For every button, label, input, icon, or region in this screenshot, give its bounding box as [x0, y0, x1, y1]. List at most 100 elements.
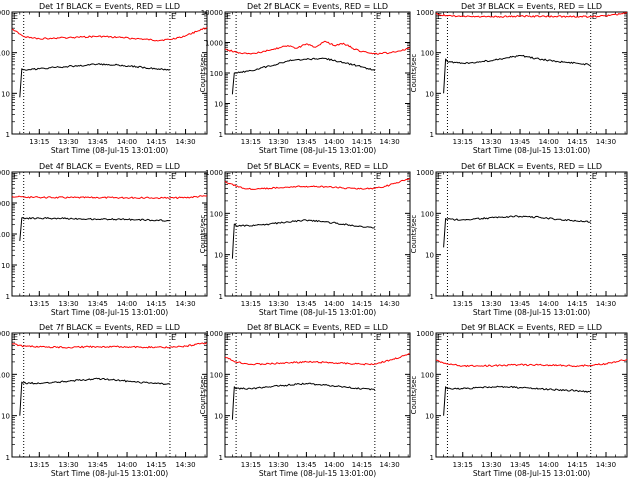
- corner-mark: E: [376, 333, 381, 342]
- x-tick-label: 14:00: [539, 138, 559, 146]
- x-tick-label: 13:15: [29, 138, 49, 146]
- chart-panel: Det 3f BLACK = Events, RED = LLD 1 10 100 10…: [410, 2, 628, 155]
- y-tick-label: 10: [214, 252, 223, 260]
- x-tick-label: 14:30: [380, 138, 400, 146]
- y-tick-label: 100: [210, 70, 223, 78]
- y-axis-label: Counts/sec: [410, 54, 418, 93]
- chart-panel: Det 2f BLACK = Events, RED = LLD 1 10 100 10…: [199, 2, 411, 155]
- x-tick-label: 14:30: [175, 138, 195, 146]
- x-tick-label: 13:30: [481, 461, 501, 469]
- x-tick-label: 14:15: [352, 300, 372, 308]
- y-tick-label: 1: [430, 454, 434, 462]
- plot-frame: [224, 171, 411, 297]
- y-tick-label: 1000: [416, 169, 434, 177]
- chart-panel: Det 1f BLACK = Events, RED = LLD 1 10 100 10…: [0, 2, 208, 155]
- x-tick-label: 14:30: [596, 461, 616, 469]
- x-axis-label: Start Time (08-Jul-15 13:01:00): [473, 469, 590, 478]
- x-tick-label: 13:30: [481, 138, 501, 146]
- x-tick-label: 13:30: [58, 138, 78, 146]
- x-tick-label: 14:15: [146, 138, 166, 146]
- x-axis-label: Start Time (08-Jul-15 13:01:00): [259, 146, 376, 155]
- y-tick-label: 100: [421, 371, 434, 379]
- x-tick-label: 14:30: [175, 461, 195, 469]
- y-tick-label: 100: [210, 210, 223, 218]
- x-tick-label: 14:30: [380, 300, 400, 308]
- plot-frame: [11, 332, 208, 458]
- y-tick-label: 1: [430, 293, 434, 301]
- corner-mark: E: [376, 172, 381, 181]
- x-tick-label: 13:45: [296, 300, 316, 308]
- series-line-lld: [224, 40, 411, 55]
- series-line-lld: [224, 353, 411, 366]
- plot-frame: [224, 332, 411, 458]
- x-axis-label: Start Time (08-Jul-15 13:01:00): [473, 308, 590, 317]
- chart-title: Det 4f BLACK = Events, RED = LLD: [39, 162, 180, 171]
- y-tick-label: 10000: [0, 169, 10, 177]
- y-axis-label: Counts/sec: [199, 376, 207, 415]
- y-tick-label: 10: [1, 262, 10, 270]
- y-tick-label: 10: [425, 413, 434, 421]
- corner-mark: E: [226, 333, 231, 342]
- chart-panel: Det 4f BLACK = Events, RED = LLD 1 10 100 10…: [0, 162, 208, 317]
- x-tick-label: 13:15: [241, 300, 261, 308]
- y-tick-label: 100: [0, 231, 10, 239]
- plot-frame: [435, 332, 628, 458]
- x-axis-label: Start Time (08-Jul-15 13:01:00): [259, 469, 376, 478]
- y-tick-label: 1: [6, 293, 10, 301]
- x-tick-label: 13:45: [88, 138, 108, 146]
- series-line-events: [231, 57, 376, 95]
- chart-title: Det 1f BLACK = Events, RED = LLD: [39, 2, 180, 11]
- series-line-events: [19, 63, 171, 98]
- y-tick-label: 10000: [201, 9, 223, 17]
- y-tick-label: 1: [6, 454, 10, 462]
- y-tick-label: 100: [210, 371, 223, 379]
- x-tick-label: 13:45: [296, 461, 316, 469]
- series-line-events: [231, 219, 375, 259]
- x-tick-label: 13:30: [481, 300, 501, 308]
- corner-mark: E: [376, 12, 381, 21]
- series-line-events: [443, 215, 591, 248]
- chart-title: Det 8f BLACK = Events, RED = LLD: [247, 323, 388, 332]
- plot-frame: [224, 11, 411, 135]
- series-line-lld: [224, 177, 411, 190]
- corner-mark: E: [592, 12, 597, 21]
- x-tick-label: 13:45: [510, 461, 530, 469]
- y-tick-label: 1000: [0, 9, 10, 17]
- x-axis-label: Start Time (08-Jul-15 13:01:00): [51, 308, 168, 317]
- chart-title: Det 5f BLACK = Events, RED = LLD: [247, 162, 388, 171]
- chart-title: Det 9f BLACK = Events, RED = LLD: [461, 323, 602, 332]
- chart-panel: Det 9f BLACK = Events, RED = LLD 1 10 100 10…: [410, 323, 628, 478]
- chart-panel: Det 7f BLACK = Events, RED = LLD 1 10 100 10…: [0, 323, 208, 478]
- x-axis-label: Start Time (08-Jul-15 13:01:00): [473, 146, 590, 155]
- chart-panel: Det 6f BLACK = Events, RED = LLD 1 10 100 10…: [410, 162, 628, 317]
- corner-mark: E: [226, 12, 231, 21]
- series-line-lld: [436, 358, 628, 368]
- y-axis-label: Counts/sec: [199, 54, 207, 93]
- corner-mark: E: [13, 333, 18, 342]
- corner-mark: E: [226, 172, 231, 181]
- x-tick-label: 13:30: [269, 461, 289, 469]
- series-line-lld: [11, 26, 208, 42]
- x-tick-label: 14:00: [117, 300, 137, 308]
- y-tick-label: 1000: [205, 40, 223, 48]
- series-line-lld: [11, 342, 208, 349]
- y-axis-label: Counts/sec: [410, 376, 418, 415]
- y-tick-label: 1000: [0, 200, 10, 208]
- x-tick-label: 14:30: [596, 300, 616, 308]
- x-axis-label: Start Time (08-Jul-15 13:01:00): [51, 146, 168, 155]
- chart-panel: Det 5f BLACK = Events, RED = LLD 1 10 100 10…: [199, 162, 411, 317]
- x-tick-label: 13:15: [241, 138, 261, 146]
- x-tick-label: 13:15: [241, 461, 261, 469]
- x-tick-label: 14:30: [175, 300, 195, 308]
- y-tick-label: 100: [0, 50, 10, 58]
- x-tick-label: 13:45: [88, 300, 108, 308]
- x-tick-label: 14:30: [596, 138, 616, 146]
- x-tick-label: 14:00: [539, 461, 559, 469]
- plot-frame: [435, 171, 628, 297]
- corner-mark: E: [437, 333, 442, 342]
- series-line-lld: [11, 195, 208, 200]
- y-tick-label: 100: [421, 50, 434, 58]
- plot-frame: [11, 11, 208, 135]
- y-tick-label: 100: [421, 210, 434, 218]
